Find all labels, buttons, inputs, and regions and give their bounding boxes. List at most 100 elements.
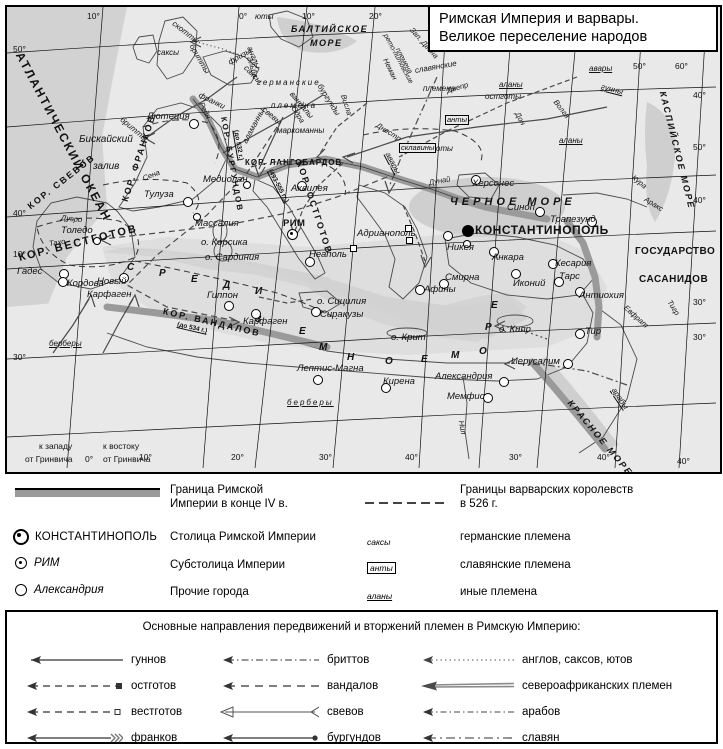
- city-marker: [311, 307, 321, 317]
- migration-legend-label: остготов: [131, 680, 177, 692]
- migration-legend-item: гуннов: [23, 654, 166, 666]
- legend-subcapital-row: РИМ: [15, 557, 59, 569]
- arrow-solid-open-head-icon: [219, 706, 319, 718]
- city-marker-icon: [15, 584, 27, 596]
- city-marker: [58, 277, 68, 287]
- city-marker-constantinople: [462, 225, 474, 237]
- legend-roman-border-line2: Империи в конце IV в.: [170, 498, 288, 511]
- city-marker: [563, 359, 573, 369]
- city-marker: [193, 213, 201, 221]
- city-marker: [463, 240, 471, 248]
- migration-legend-label: англов, саксов, ютов: [522, 654, 633, 666]
- city-marker: [251, 309, 261, 319]
- city-marker: [575, 329, 585, 339]
- migration-legend-label: гуннов: [131, 654, 167, 666]
- city-marker: [415, 285, 425, 295]
- city-marker: [313, 375, 323, 385]
- legend-capital-sample: КОНСТАНТИНОПОЛЬ: [35, 531, 158, 543]
- migration-legend-label: славян: [522, 732, 560, 744]
- legend-city-row: Александрия: [15, 584, 104, 596]
- city-marker: [499, 377, 509, 387]
- legend-roman-border-desc: Граница Римской Империи в конце IV в.: [170, 483, 288, 512]
- map-title-line1: Римская Империя и варвары.: [439, 10, 639, 27]
- map-title-line2: Великое переселение народов: [439, 28, 648, 45]
- city-marker-square: [350, 245, 357, 252]
- legend-germanic-sample: саксы: [367, 537, 391, 547]
- legend-slavic-desc: славянские племена: [460, 559, 571, 571]
- legend-other-desc: иные племена: [460, 586, 538, 598]
- legend-barbarian-border-symbol: [365, 493, 445, 511]
- city-marker: [243, 181, 251, 189]
- arrow-dashed-square-open-icon: [27, 708, 121, 716]
- arrow-double-gray-icon: [421, 681, 514, 691]
- legend-other-sample-wrap: аланы: [367, 586, 392, 604]
- city-marker: [183, 197, 193, 207]
- legend-barbarian-border-desc: Границы варварских королевств в 526 г.: [460, 483, 633, 512]
- arrow-dashdot-long-icon: [423, 734, 514, 742]
- dashed-line-icon: [365, 502, 445, 504]
- arrow-dashed-wide-icon: [223, 682, 319, 690]
- arrow-solid-plain-icon: [31, 656, 123, 664]
- city-marker: [535, 207, 545, 217]
- legend-city-desc: Прочие города: [170, 586, 249, 598]
- city-marker: [471, 175, 481, 185]
- legend-subcapital-sample: РИМ: [34, 557, 60, 569]
- migration-legend-label: североафриканских племен: [522, 680, 673, 692]
- migration-legend-item: арабов: [419, 706, 560, 718]
- migration-legend-item: бургундов: [219, 732, 381, 744]
- legend-slavic-sample-wrap: анты: [367, 558, 396, 576]
- city-marker: [297, 181, 307, 191]
- migration-legend-item: бриттов: [219, 654, 369, 666]
- migration-legend-label: франков: [131, 732, 178, 744]
- legend-germanic-desc: германские племена: [460, 531, 571, 543]
- arrow-solid-dot-end-icon: [223, 734, 318, 742]
- legend-roman-border-line1: Граница Римской: [170, 484, 264, 496]
- migration-legend-item: вестготов: [23, 706, 182, 718]
- city-marker-square: [406, 237, 413, 244]
- legend-capital-desc: Столица Римской Империи: [170, 531, 316, 543]
- city-marker: [575, 287, 585, 297]
- migration-legend-label: вандалов: [327, 680, 379, 692]
- city-marker: [587, 217, 597, 227]
- migration-legend-label: бриттов: [327, 654, 370, 666]
- migration-legend-box: Основные направления передвижений и втор…: [5, 610, 718, 744]
- legend-slavic-sample: анты: [367, 562, 396, 574]
- subcapital-marker-icon: [15, 557, 27, 569]
- city-marker: [305, 257, 315, 267]
- city-marker-rome: [287, 229, 298, 240]
- city-marker: [511, 269, 521, 279]
- migration-legend-item: свевов: [219, 706, 364, 718]
- migration-legend-label: арабов: [522, 706, 561, 718]
- migration-legend-item: славян: [419, 732, 559, 744]
- arrow-solid-hatched-icon: [27, 733, 123, 743]
- migration-legend-label: свевов: [327, 706, 364, 718]
- migration-legend-item: франков: [23, 732, 177, 744]
- city-marker: [224, 301, 234, 311]
- city-marker: [189, 119, 199, 129]
- legend-subcapital-desc: Субстолица Империи: [170, 559, 286, 571]
- city-marker: [554, 277, 564, 287]
- city-marker: [119, 273, 129, 283]
- city-marker: [548, 259, 558, 269]
- historical-map: АТЛАНТИЧЕСКИЙ ОКЕАН Бискайский залив БАЛ…: [5, 5, 722, 474]
- city-marker: [443, 231, 453, 241]
- city-marker: [439, 279, 449, 289]
- migration-legend-item: англов, саксов, ютов: [419, 654, 633, 666]
- migration-legend-label: бургундов: [327, 732, 381, 744]
- migration-legend-title: Основные направления передвижений и втор…: [142, 621, 581, 633]
- legend-germanic-sample-wrap: саксы: [367, 532, 390, 550]
- migration-legend-item: вандалов: [219, 680, 378, 692]
- legend-symbols: Граница Римской Империи в конце IV в. Гр…: [5, 478, 718, 606]
- legend-roman-border-symbol: [15, 488, 160, 497]
- city-marker: [483, 393, 493, 403]
- arrow-dashdot-fine-icon: [223, 656, 319, 664]
- legend-other-sample: аланы: [367, 591, 393, 601]
- map-title-box: Римская Империя и варвары. Великое перес…: [428, 5, 718, 52]
- arrow-dashed-square-filled-icon: [27, 682, 122, 690]
- city-marker: [489, 247, 499, 257]
- city-marker: [93, 237, 101, 245]
- legend-barbarian-border-line2: в 526 г.: [460, 498, 498, 511]
- migration-legend-item: североафриканских племен: [419, 680, 672, 692]
- capital-marker-icon: [13, 529, 29, 545]
